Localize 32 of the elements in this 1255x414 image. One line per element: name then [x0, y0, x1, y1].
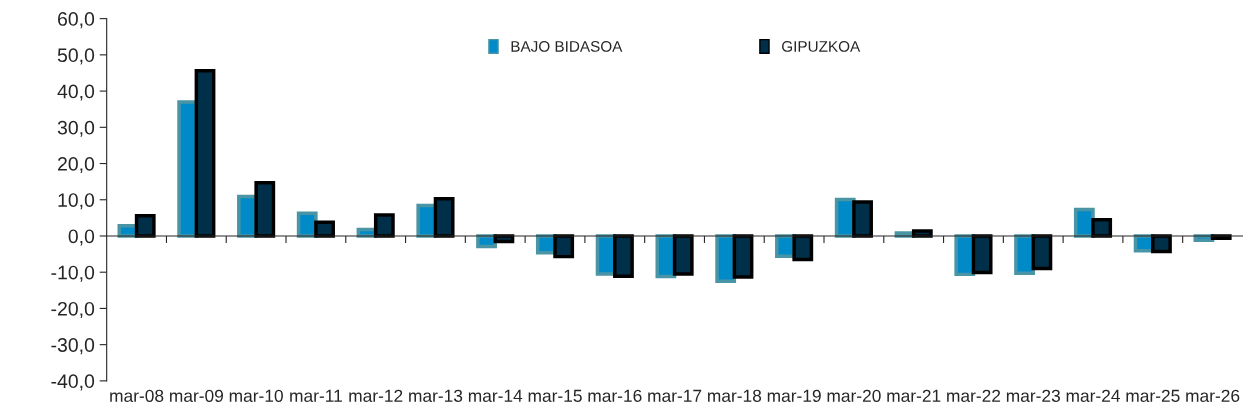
y-tick-label: 30,0: [57, 120, 95, 137]
x-tick-label: mar-13: [409, 389, 463, 402]
y-tick-label: 20,0: [58, 157, 95, 174]
x-tick-label: mar-11: [290, 389, 342, 402]
x-tick-label: mar-10: [229, 389, 283, 402]
x-tick-label: mar-08: [110, 389, 164, 402]
x-tick-label: mar-09: [170, 389, 224, 402]
y-tick-label: 10,0: [58, 193, 95, 210]
y-tick-label: 50,0: [57, 48, 95, 65]
x-tick-label: mar-16: [588, 389, 642, 402]
y-tick-label: 0,0: [68, 229, 95, 246]
y-tick-label: -10,0: [51, 265, 95, 282]
x-tick-label: mar-14: [468, 389, 523, 402]
y-tick-label: 40,0: [57, 84, 95, 101]
x-tick-label: mar-20: [827, 389, 881, 402]
x-tick-label: mar-12: [349, 389, 403, 402]
legend-label: BAJO BIDASOA: [511, 41, 623, 52]
x-tick-label: mar-18: [708, 389, 762, 402]
x-tick-label: mar-25: [1126, 389, 1180, 402]
x-tick-label: mar-17: [648, 389, 702, 402]
x-tick-label: mar-26: [1186, 389, 1240, 402]
legend-label: GIPUZKOA: [782, 41, 861, 52]
y-tick-label: -40,0: [51, 374, 95, 391]
y-tick-label: -20,0: [51, 301, 95, 318]
x-tick-label: mar-23: [1006, 389, 1060, 402]
y-tick-label: 60,0: [58, 12, 95, 29]
y-tick-label: -30,0: [51, 338, 95, 355]
x-tick-label: mar-22: [947, 389, 1001, 402]
x-tick-label: mar-15: [528, 389, 582, 402]
x-tick-label: mar-21: [887, 389, 941, 402]
x-tick-label: mar-19: [767, 389, 821, 402]
x-tick-label: mar-24: [1066, 389, 1120, 402]
